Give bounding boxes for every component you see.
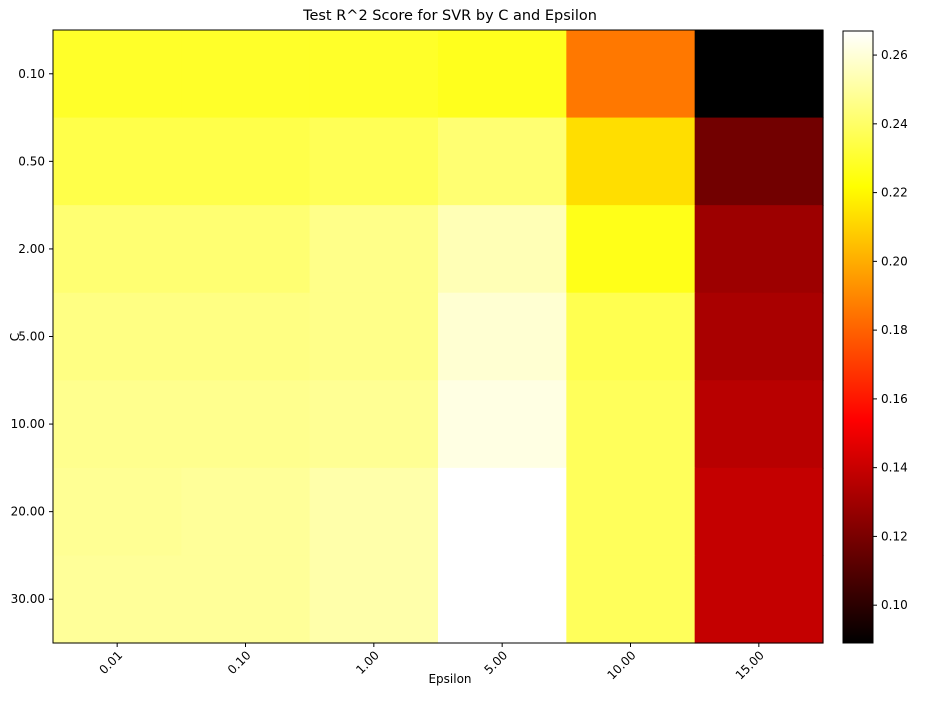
x-tick-label: 15.00 — [733, 648, 767, 682]
heatmap-cell — [309, 555, 439, 644]
heatmap-cell — [181, 555, 311, 644]
heatmap-cell — [309, 380, 439, 469]
heatmap-cell — [438, 380, 567, 469]
y-axis-label: C — [8, 333, 22, 341]
heatmap-cell — [566, 205, 696, 294]
heatmap-cell — [53, 292, 182, 381]
heatmap-cell — [694, 117, 824, 206]
colorbar-tick-label: 0.16 — [881, 392, 908, 406]
x-tick-label: 0.10 — [225, 648, 254, 677]
heatmap-cell — [309, 292, 439, 381]
heatmap-cell — [181, 30, 311, 119]
heatmap-cell — [694, 30, 824, 119]
y-tick-label: 0.50 — [18, 154, 45, 168]
heatmap-cell — [53, 555, 182, 644]
heatmap-cell — [309, 467, 439, 557]
heatmap-cell — [438, 30, 567, 119]
heatmap-cell — [53, 380, 182, 469]
y-tick-label: 0.10 — [18, 67, 45, 81]
heatmap-cell — [694, 380, 824, 469]
heatmap-cell — [694, 555, 824, 644]
heatmap-cell — [566, 30, 696, 119]
heatmap-cell — [181, 117, 311, 206]
heatmap-cell — [438, 555, 567, 644]
heatmap-cell — [53, 117, 182, 206]
colorbar-tick-label: 0.22 — [881, 186, 908, 200]
heatmap-cell — [438, 467, 567, 557]
colorbar-tick-label: 0.14 — [881, 461, 908, 475]
x-tick-label: 10.00 — [604, 648, 638, 682]
heatmap-cell — [694, 292, 824, 381]
colorbar-tick-label: 0.18 — [881, 323, 908, 337]
colorbar-tick-label: 0.10 — [881, 598, 908, 612]
x-tick-label: 1.00 — [353, 648, 382, 677]
y-tick-label: 10.00 — [11, 417, 45, 431]
colorbar-tick-label: 0.12 — [881, 529, 908, 543]
y-tick-label: 2.00 — [18, 242, 45, 256]
y-tick-label: 20.00 — [11, 505, 45, 519]
heatmap-cell — [181, 380, 311, 469]
heatmap-cell — [309, 205, 439, 294]
colorbar-tick-label: 0.20 — [881, 254, 908, 268]
heatmap-cell — [566, 467, 696, 557]
heatmap-cell — [566, 555, 696, 644]
heatmap-cell — [309, 117, 439, 206]
heatmap-cell — [566, 117, 696, 206]
x-axis-label: Epsilon — [428, 672, 471, 686]
colorbar-tick-label: 0.26 — [881, 48, 908, 62]
y-tick-label: 30.00 — [11, 592, 45, 606]
heatmap-cell — [694, 467, 824, 557]
heatmap-cell — [566, 292, 696, 381]
heatmap-cell — [181, 205, 311, 294]
heatmap-cell — [566, 380, 696, 469]
heatmap-cell — [181, 292, 311, 381]
heatmap-cells — [53, 30, 824, 644]
heatmap-cell — [438, 117, 567, 206]
heatmap-cell — [53, 205, 182, 294]
colorbar — [842, 30, 874, 644]
heatmap-cell — [53, 467, 182, 557]
colorbar-axis: 0.10 0.12 0.14 0.16 0.18 0.20 0.22 0.24 0.26 — [873, 48, 908, 612]
x-tick-label: 0.01 — [96, 648, 125, 677]
x-tick-label: 5.00 — [481, 648, 510, 677]
y-axis: 0.10 0.50 2.00 5.00 10.00 20.00 30.00 — [11, 67, 53, 606]
heatmap-cell — [438, 292, 567, 381]
heatmap-cell — [309, 30, 439, 119]
heatmap-cell — [181, 467, 311, 557]
heatmap-cell — [694, 205, 824, 294]
heatmap-cell — [438, 205, 567, 294]
heatmap-cell — [53, 30, 182, 119]
chart-title: Test R^2 Score for SVR by C and Epsilon — [302, 8, 597, 24]
y-tick-label: 5.00 — [18, 330, 45, 344]
colorbar-tick-label: 0.24 — [881, 117, 908, 131]
